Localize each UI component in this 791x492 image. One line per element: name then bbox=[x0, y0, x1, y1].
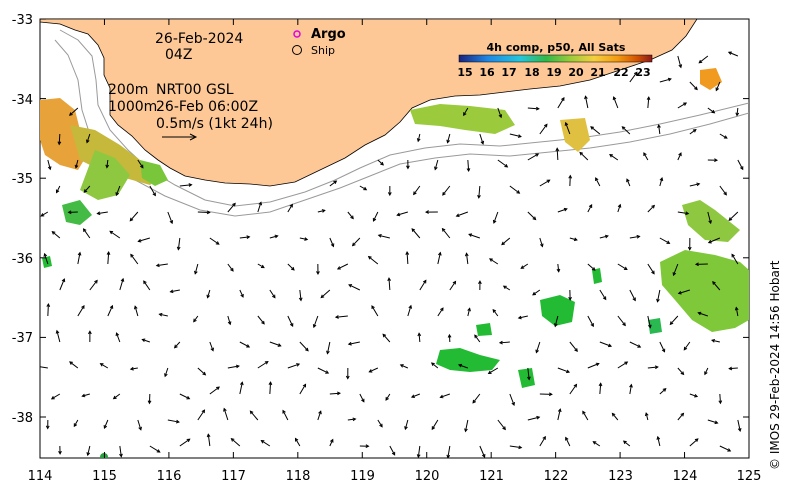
lon-tick: 124 bbox=[673, 469, 698, 484]
legend-argo-label: Argo bbox=[311, 27, 346, 42]
colorbar-tick: 19 bbox=[546, 66, 561, 79]
lat-tick: -33 bbox=[12, 13, 33, 28]
lon-tick: 125 bbox=[737, 469, 762, 484]
lon-tick: 121 bbox=[479, 469, 504, 484]
lat-tick: -37 bbox=[12, 331, 33, 346]
lat-tick: -35 bbox=[12, 172, 33, 187]
isobath-200-label: 200m bbox=[108, 82, 148, 98]
scale-arrow-label: 0.5m/s (1kt 24h) bbox=[156, 116, 273, 132]
map-time: 04Z bbox=[165, 47, 192, 63]
lon-tick: 123 bbox=[608, 469, 633, 484]
colorbar-tick: 15 bbox=[457, 66, 472, 79]
lon-tick: 119 bbox=[350, 469, 375, 484]
colorbar-tick: 18 bbox=[524, 66, 539, 79]
lon-tick: 122 bbox=[544, 469, 569, 484]
lon-tick: 114 bbox=[28, 469, 53, 484]
lon-tick-labels: 114 115 116 117 118 119 120 121 122 123 … bbox=[28, 469, 762, 484]
lon-tick: 118 bbox=[286, 469, 311, 484]
colorbar-tick: 21 bbox=[590, 66, 605, 79]
colorbar-tick: 16 bbox=[479, 66, 495, 79]
lat-tick: -36 bbox=[12, 252, 33, 267]
colorbar-tick: 17 bbox=[501, 66, 516, 79]
current-time-label: 26-Feb 06:00Z bbox=[156, 99, 258, 115]
lat-tick-labels: -33 -34 -35 -36 -37 -38 bbox=[12, 13, 33, 426]
lat-tick: -38 bbox=[12, 411, 33, 426]
isobath-1000-label: 1000m bbox=[108, 99, 157, 115]
colorbar-tick-labels: 15 16 17 18 19 20 21 22 23 bbox=[457, 66, 650, 79]
lon-tick: 115 bbox=[92, 469, 117, 484]
colorbar bbox=[458, 54, 653, 63]
scale-arrow-icon bbox=[162, 133, 198, 141]
current-product-label: NRT00 GSL bbox=[156, 82, 234, 98]
current-vectors bbox=[40, 51, 744, 458]
colorbar-tick: 22 bbox=[613, 66, 628, 79]
colorbar-title: 4h comp, p50, All Sats bbox=[487, 41, 626, 54]
argo-icon bbox=[293, 30, 301, 38]
colorbar-tick: 23 bbox=[635, 66, 650, 79]
map-date: 26-Feb-2024 bbox=[155, 31, 243, 47]
credit-label: © IMOS 29-Feb-2024 14:56 Hobart bbox=[768, 260, 782, 470]
lat-tick: -34 bbox=[12, 93, 33, 108]
ship-icon bbox=[292, 45, 302, 55]
lon-tick: 116 bbox=[157, 469, 182, 484]
lon-tick: 120 bbox=[415, 469, 440, 484]
lon-tick: 117 bbox=[221, 469, 246, 484]
colorbar-tick: 20 bbox=[568, 66, 584, 79]
legend-ship-label: Ship bbox=[311, 44, 335, 57]
axis-ticks bbox=[39, 18, 750, 458]
